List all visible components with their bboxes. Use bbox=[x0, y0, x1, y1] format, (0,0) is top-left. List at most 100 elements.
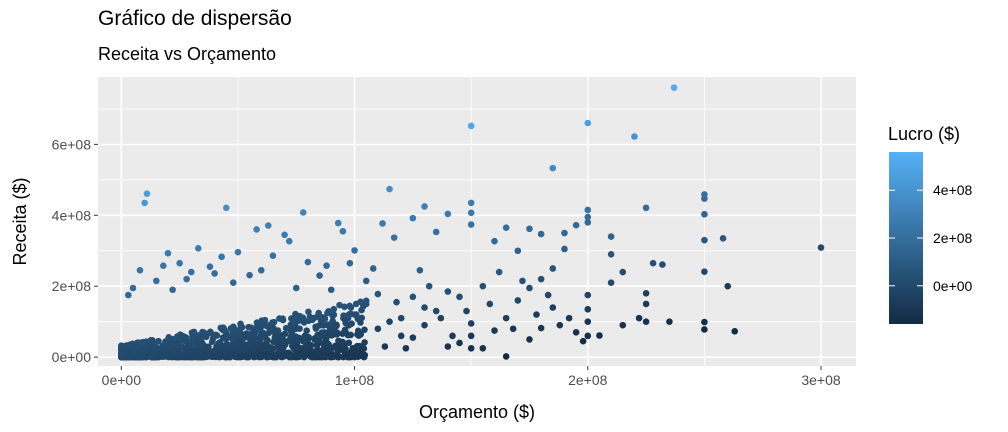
data-point bbox=[259, 332, 267, 340]
data-point bbox=[537, 230, 545, 238]
data-point bbox=[227, 352, 234, 359]
data-point bbox=[229, 323, 237, 331]
y-axis-ticks: 0e+00 2e+08 4e+08 6e+08 bbox=[52, 136, 98, 365]
data-point bbox=[276, 315, 283, 322]
data-point bbox=[241, 343, 248, 351]
data-point bbox=[269, 319, 276, 326]
data-point bbox=[584, 119, 592, 127]
data-point bbox=[390, 234, 398, 241]
data-point bbox=[312, 353, 320, 360]
data-point bbox=[330, 352, 337, 359]
data-point bbox=[142, 353, 150, 361]
data-point bbox=[316, 272, 323, 279]
data-point bbox=[221, 353, 229, 361]
data-point bbox=[533, 311, 540, 318]
data-point bbox=[306, 344, 314, 351]
data-point bbox=[222, 332, 230, 339]
data-point bbox=[572, 329, 580, 336]
data-point bbox=[155, 353, 163, 361]
data-point bbox=[129, 284, 137, 292]
data-point bbox=[242, 334, 249, 341]
data-point bbox=[293, 353, 300, 360]
data-point bbox=[584, 305, 592, 313]
data-point bbox=[327, 286, 335, 294]
data-point bbox=[321, 350, 328, 358]
data-point bbox=[169, 341, 177, 348]
data-point bbox=[701, 326, 708, 333]
data-point bbox=[374, 325, 382, 333]
data-point bbox=[329, 317, 336, 325]
data-point bbox=[432, 228, 440, 236]
data-point bbox=[340, 340, 348, 347]
data-point bbox=[526, 284, 533, 292]
data-point bbox=[295, 334, 303, 342]
data-point bbox=[250, 333, 257, 341]
data-point bbox=[203, 333, 210, 341]
data-point bbox=[267, 353, 275, 360]
legend-title: Lucro ($) bbox=[888, 124, 960, 144]
data-point bbox=[409, 293, 417, 301]
data-point bbox=[362, 277, 370, 285]
data-point bbox=[229, 279, 237, 286]
data-point bbox=[213, 332, 221, 339]
data-point bbox=[215, 340, 222, 347]
data-point bbox=[278, 353, 285, 361]
chart-title: Gráfico de dispersão bbox=[98, 7, 292, 30]
data-point bbox=[544, 291, 552, 299]
legend-tick-label: 0e+00 bbox=[933, 278, 973, 294]
data-point bbox=[479, 344, 487, 352]
data-point bbox=[242, 352, 249, 360]
data-point bbox=[353, 347, 360, 354]
data-point bbox=[339, 227, 347, 235]
data-point bbox=[118, 350, 126, 357]
data-point bbox=[141, 199, 148, 207]
data-point bbox=[205, 343, 212, 351]
data-point bbox=[353, 311, 360, 318]
data-point bbox=[409, 214, 417, 222]
data-point bbox=[361, 339, 368, 346]
data-point bbox=[416, 266, 424, 274]
data-point bbox=[180, 337, 187, 344]
data-point bbox=[334, 219, 342, 227]
data-point bbox=[467, 320, 475, 327]
data-point bbox=[357, 319, 364, 326]
y-tick-label: 0e+00 bbox=[52, 349, 92, 365]
data-point bbox=[190, 328, 198, 336]
data-point bbox=[136, 266, 144, 274]
data-point bbox=[619, 321, 627, 329]
data-point bbox=[731, 327, 739, 335]
data-point bbox=[444, 343, 452, 350]
data-point bbox=[211, 270, 218, 277]
data-point bbox=[393, 298, 400, 306]
data-point bbox=[253, 226, 260, 233]
data-point bbox=[584, 213, 592, 221]
data-point bbox=[502, 353, 510, 360]
data-point bbox=[290, 336, 298, 344]
data-point bbox=[579, 337, 587, 345]
data-point bbox=[561, 245, 568, 253]
data-point bbox=[670, 84, 678, 91]
data-point bbox=[249, 340, 257, 347]
dense-points-cluster bbox=[118, 297, 370, 361]
data-point bbox=[352, 300, 360, 308]
data-point bbox=[234, 248, 242, 256]
data-point bbox=[467, 122, 475, 130]
data-point bbox=[292, 325, 299, 333]
chart-subtitle: Receita vs Orçamento bbox=[98, 44, 277, 64]
data-point bbox=[291, 318, 299, 325]
data-point bbox=[313, 341, 321, 349]
data-point bbox=[386, 185, 393, 193]
data-point bbox=[374, 290, 382, 298]
data-point bbox=[123, 353, 131, 361]
data-point bbox=[325, 308, 332, 315]
data-point bbox=[130, 348, 138, 356]
data-point bbox=[198, 339, 206, 347]
data-point bbox=[161, 351, 169, 359]
data-point bbox=[701, 318, 708, 326]
data-point bbox=[301, 333, 309, 340]
data-point bbox=[519, 277, 526, 285]
data-point bbox=[238, 324, 246, 331]
data-point bbox=[607, 251, 615, 258]
data-point bbox=[724, 282, 732, 290]
data-point bbox=[421, 304, 428, 311]
